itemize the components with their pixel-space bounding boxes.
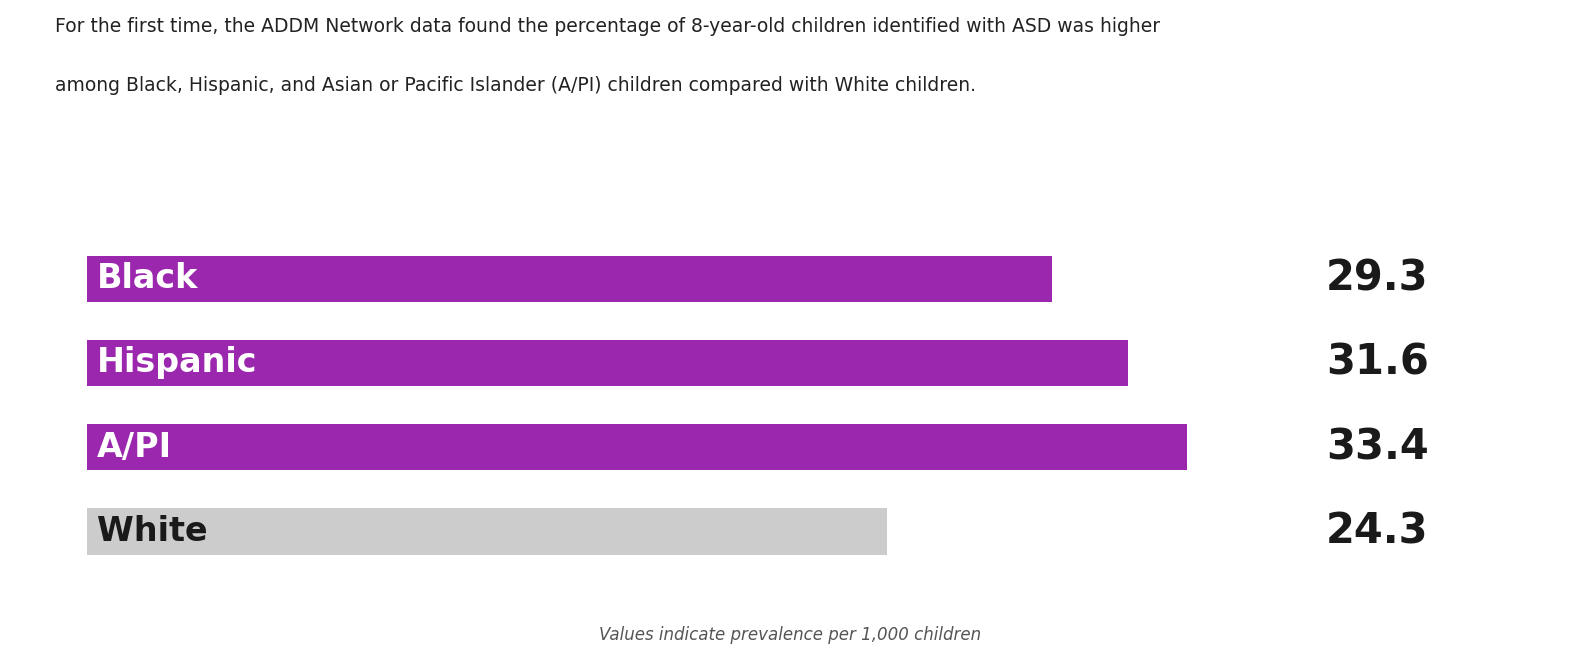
Bar xyxy=(87,340,1127,386)
Text: White: White xyxy=(96,515,207,548)
Text: A/PI: A/PI xyxy=(96,431,172,463)
Text: Hispanic: Hispanic xyxy=(96,347,258,379)
Bar xyxy=(87,424,1187,470)
Text: Values indicate prevalence per 1,000 children: Values indicate prevalence per 1,000 chi… xyxy=(599,626,982,644)
Bar xyxy=(87,508,887,554)
Text: For the first time, the ADDM Network data found the percentage of 8-year-old chi: For the first time, the ADDM Network dat… xyxy=(55,17,1160,36)
Text: 24.3: 24.3 xyxy=(1326,511,1429,552)
Bar xyxy=(87,256,1051,302)
Text: 29.3: 29.3 xyxy=(1326,258,1429,299)
Text: among Black, Hispanic, and Asian or Pacific Islander (A/PI) children compared wi: among Black, Hispanic, and Asian or Paci… xyxy=(55,76,977,96)
Text: 33.4: 33.4 xyxy=(1326,426,1429,468)
Text: Black: Black xyxy=(96,262,198,295)
Text: 31.6: 31.6 xyxy=(1326,342,1429,384)
